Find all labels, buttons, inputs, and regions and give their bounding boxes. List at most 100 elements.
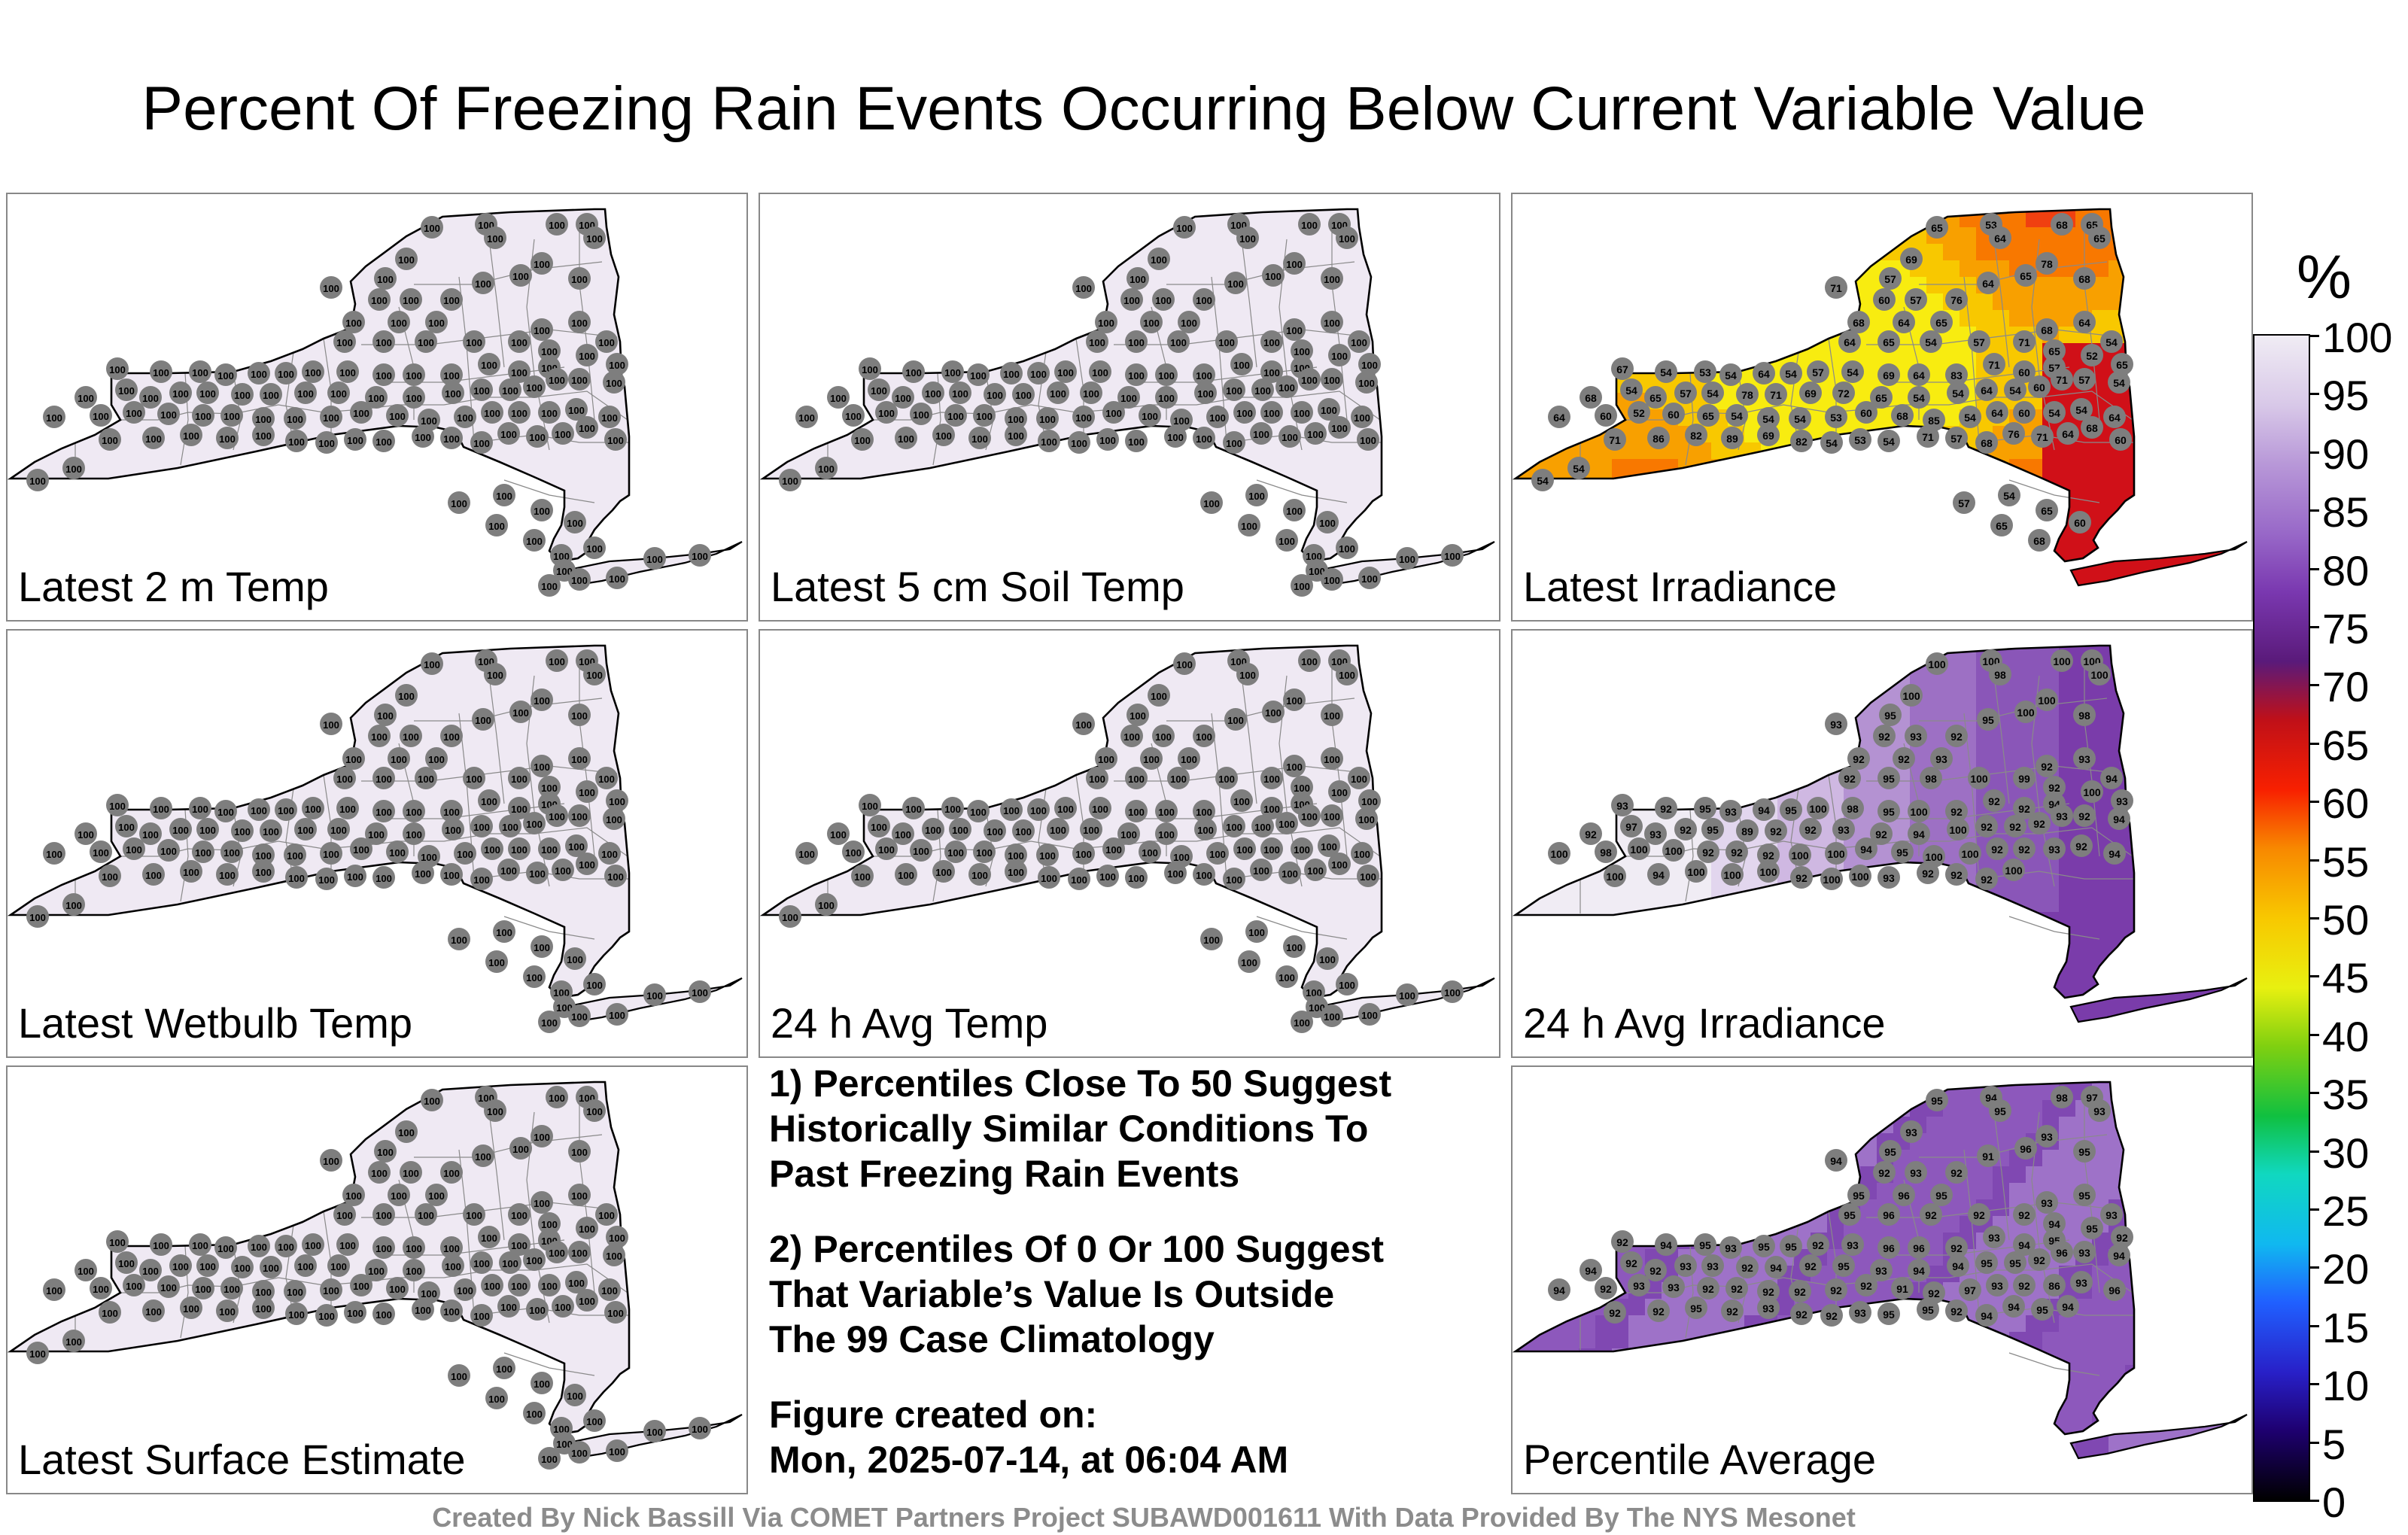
station-value: 100 — [586, 543, 603, 555]
station-value: 100 — [1050, 825, 1066, 836]
station-value: 60 — [2115, 434, 2127, 446]
station-value: 100 — [1197, 825, 1214, 836]
station-value: 100 — [1167, 868, 1184, 880]
station-value: 100 — [443, 870, 460, 881]
station-marker: 100 — [509, 264, 532, 287]
station-value: 100 — [952, 825, 968, 836]
station-marker: 92 — [1870, 822, 1893, 845]
colorbar-tick-label: 50 — [2322, 896, 2370, 944]
station-value: 64 — [2078, 317, 2090, 329]
station-marker: 57 — [1968, 330, 1990, 353]
station-marker: 100 — [470, 868, 493, 890]
station-value: 100 — [571, 1248, 588, 1259]
station-value: 100 — [1092, 804, 1108, 815]
station-value: 93 — [2041, 1197, 2053, 1209]
station-value: 100 — [1170, 337, 1187, 348]
station-value: 100 — [1196, 433, 1212, 445]
county-boundary — [1993, 1111, 2010, 1241]
station-value: 94 — [1830, 1155, 1842, 1167]
station-value: 100 — [1665, 845, 1683, 857]
station-value: 100 — [473, 1311, 490, 1322]
station-value: 100 — [871, 822, 887, 833]
station-marker: 100 — [1358, 1003, 1381, 1026]
station-marker: 100 — [350, 837, 372, 860]
station-marker: 100 — [388, 311, 410, 333]
station-marker: 100 — [1140, 747, 1163, 770]
station-value: 100 — [567, 518, 583, 529]
station-value: 100 — [601, 1285, 618, 1296]
station-marker: 100 — [275, 1235, 297, 1257]
station-value: 100 — [1361, 573, 1378, 585]
station-marker: 100 — [440, 288, 463, 311]
station-value: 100 — [1233, 796, 1250, 807]
station-marker: 100 — [1825, 842, 1847, 865]
station-marker: 100 — [546, 213, 568, 236]
station-marker: 100 — [365, 386, 388, 409]
station-value: 98 — [1994, 669, 2006, 681]
station-value: 100 — [391, 318, 407, 329]
station-marker: 100 — [472, 272, 494, 294]
station-value: 100 — [1331, 351, 1348, 362]
station-value: 100 — [976, 847, 993, 859]
station-value: 100 — [1444, 987, 1461, 999]
station-marker: 94 — [2057, 1295, 2079, 1318]
station-value: 100 — [1015, 826, 1032, 837]
station-marker: 92 — [1655, 797, 1677, 819]
station-value: 100 — [782, 912, 798, 923]
station-value: 100 — [318, 874, 335, 886]
station-value: 92 — [1804, 1260, 1817, 1272]
station-marker: 93 — [1905, 725, 1927, 747]
station-value: 100 — [1099, 435, 1116, 446]
station-value: 65 — [1649, 392, 1662, 404]
station-marker: 100 — [643, 547, 666, 570]
station-value: 100 — [183, 1303, 199, 1315]
note-line: Historically Similar Conditions To — [769, 1108, 1369, 1150]
station-marker: 53 — [1849, 428, 1871, 451]
station-marker: 100 — [448, 1364, 470, 1387]
station-value: 54 — [1964, 412, 1976, 424]
station-marker: 93 — [1877, 866, 1900, 889]
station-marker: 100 — [320, 842, 342, 865]
county-boundary — [1241, 675, 1257, 804]
station-marker: 100 — [252, 1280, 275, 1302]
station-marker: 100 — [595, 1203, 618, 1226]
station-marker: 100 — [910, 403, 932, 425]
station-value: 100 — [297, 1261, 314, 1272]
station-marker: 100 — [248, 1235, 270, 1257]
station-marker: 65 — [2014, 264, 2037, 287]
station-value: 100 — [488, 957, 505, 968]
station-marker: 100 — [1117, 386, 1140, 409]
station-marker: 95 — [1780, 798, 1802, 821]
station-marker: 92 — [2073, 804, 2096, 827]
station-value: 100 — [255, 1303, 272, 1315]
county-boundary — [1866, 1202, 2123, 1218]
panel-label: Percentile Average — [1523, 1436, 1877, 1483]
station-value: 100 — [234, 826, 251, 837]
station-marker: 100 — [327, 818, 350, 840]
station-marker: 100 — [1275, 812, 1298, 834]
station-marker: 100 — [1260, 401, 1283, 424]
station-value: 100 — [2083, 786, 2101, 798]
station-value: 100 — [1196, 807, 1212, 818]
station-value: 100 — [487, 233, 503, 245]
station-marker: 100 — [1125, 330, 1148, 353]
station-marker: 100 — [1193, 725, 1215, 747]
station-marker: 100 — [1224, 272, 1247, 294]
station-value: 100 — [1351, 774, 1367, 785]
station-value: 100 — [1351, 337, 1367, 348]
station-marker: 100 — [344, 428, 366, 451]
colorbar-tick-mark — [2309, 742, 2319, 745]
station-value: 91 — [1896, 1283, 1908, 1295]
station-marker: 92 — [1765, 819, 1787, 842]
station-marker: 100 — [372, 866, 395, 889]
station-marker: 100 — [1148, 248, 1170, 270]
station-value: 100 — [607, 435, 624, 446]
station-value: 93 — [2093, 1105, 2105, 1117]
station-value: 100 — [323, 849, 339, 860]
station-value: 100 — [142, 829, 159, 840]
station-marker: 95 — [1780, 1235, 1802, 1257]
station-marker: 100 — [1441, 544, 1464, 567]
station-value: 94 — [2048, 1218, 2060, 1230]
station-marker: 100 — [425, 747, 448, 770]
